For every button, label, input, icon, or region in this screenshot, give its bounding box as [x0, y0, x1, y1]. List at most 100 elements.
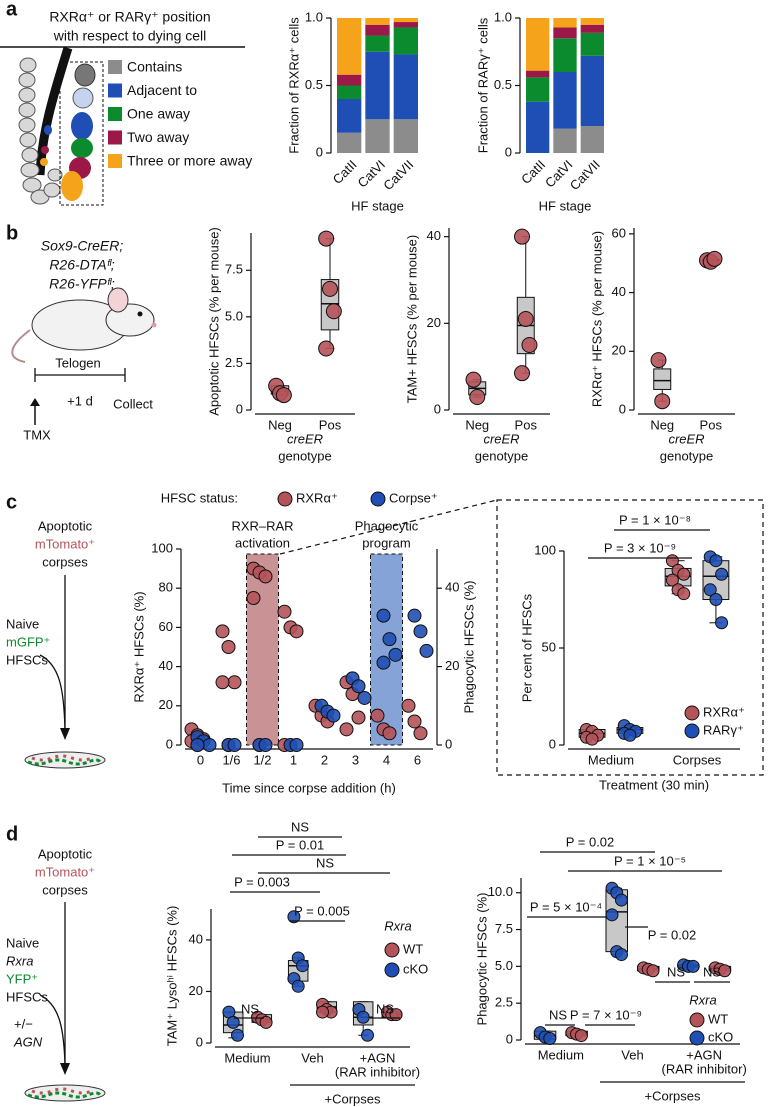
- follicle-drawing: [18, 46, 104, 206]
- y-tick-label: 2.5: [495, 995, 513, 1010]
- data-point: [623, 728, 637, 742]
- bar-segment: [526, 70, 550, 78]
- y2-tick-label: 0: [445, 736, 452, 751]
- timeline-label: TMX: [23, 427, 51, 442]
- schematic-text: corpses: [42, 554, 88, 569]
- axis-label: Per cent of HFSCs: [519, 593, 534, 702]
- y-tick-label: 0: [316, 144, 323, 159]
- data-point: [221, 640, 236, 654]
- data-point: [382, 632, 397, 647]
- data-point: [614, 948, 628, 962]
- data-point: [677, 567, 691, 581]
- legend-label: Three or more away: [127, 153, 252, 169]
- schematic-text: Apoptotic: [38, 518, 93, 533]
- schematic-text: Naive: [6, 616, 39, 631]
- data-point: [318, 230, 335, 247]
- data-point: [318, 340, 335, 357]
- legend-label: RXRα⁺: [296, 490, 338, 505]
- x-tick-label: 0: [197, 752, 204, 767]
- legend-swatch: [108, 60, 122, 74]
- annotation: P = 3 × 10⁻⁹: [604, 540, 676, 555]
- legend-swatch: [384, 942, 400, 958]
- data-point: [718, 964, 732, 978]
- data-point: [226, 1015, 240, 1029]
- data-point: [215, 675, 230, 690]
- legend-label: RXRα⁺: [703, 704, 745, 719]
- data-point: [289, 624, 304, 639]
- data-point: [654, 393, 671, 410]
- legend-label: RARγ⁺: [703, 722, 744, 737]
- x-tick-label: CatII: [330, 157, 360, 187]
- annotation: P = 0.02: [566, 834, 615, 849]
- x-tick-label: 1: [290, 752, 297, 767]
- bar-segment: [337, 132, 362, 153]
- data-point: [246, 591, 261, 605]
- x-tick-label: 3: [352, 752, 359, 767]
- legend-swatch: [108, 154, 122, 168]
- data-point: [574, 1029, 588, 1043]
- x-tick-label: Pos: [700, 417, 723, 432]
- x-tick-label: Neg: [268, 417, 292, 432]
- y-tick-label: 80: [159, 580, 173, 595]
- data-point: [709, 554, 723, 568]
- y-tick-label: 0: [619, 401, 626, 416]
- genotype-text: R26-YFPᶠˡ;: [49, 276, 115, 292]
- bar-segment: [365, 119, 390, 153]
- schematic-text: Apoptotic: [38, 846, 93, 861]
- data-point: [665, 573, 679, 587]
- data-point: [258, 738, 273, 752]
- legend-swatch: [108, 130, 122, 145]
- legend-swatch: [277, 491, 293, 507]
- axis-label: TAM+ HFSCs (% per mouse): [404, 235, 419, 403]
- legend-label: One away: [127, 106, 190, 122]
- timeline: [30, 368, 126, 425]
- y-tick-label: 0: [196, 1034, 203, 1049]
- highlight-label: Phagocytic: [355, 518, 419, 533]
- legend-swatch: [684, 705, 700, 721]
- x-tick-label: +AGN: [360, 1050, 396, 1065]
- annotation: NS: [376, 1001, 394, 1016]
- annotation: P = 1 × 10⁻⁵: [614, 853, 686, 868]
- legend-swatch: [689, 1030, 705, 1046]
- axis-label: RXRα⁺ HFSCs (% per mouse): [589, 231, 604, 407]
- bar-segment: [365, 51, 390, 120]
- bar-segment: [393, 18, 418, 23]
- dish-drawing: [24, 902, 106, 1102]
- highlight-label: activation: [235, 535, 290, 550]
- axis-label: Treatment (30 min): [599, 777, 709, 792]
- data-point: [230, 1028, 244, 1042]
- bar-segment: [580, 18, 604, 25]
- bar-segment: [553, 18, 577, 28]
- bar-segment: [393, 22, 418, 28]
- y-tick-label: 20: [189, 983, 203, 998]
- axis-label: Phagocytic HFSCs (%): [461, 581, 476, 714]
- data-point: [703, 583, 717, 597]
- data-point: [289, 738, 304, 752]
- schematic-text: HFSCs: [6, 989, 48, 1004]
- axis-label: HF stage: [351, 198, 404, 213]
- data-point: [351, 710, 366, 725]
- annotation: NS: [316, 855, 334, 870]
- axis-label: genotype: [475, 448, 529, 463]
- data-point: [401, 698, 416, 713]
- bar-segment: [580, 24, 604, 33]
- annotation: P = 5 × 10⁻⁴: [530, 899, 602, 914]
- legend-label: Corpse⁺: [389, 490, 438, 505]
- x-tick-label: (RAR inhibitor): [335, 1064, 420, 1079]
- data-point: [291, 979, 305, 993]
- schematic-text: +/−: [14, 1016, 33, 1031]
- legend-swatch: [384, 962, 400, 978]
- legend-label: Two away: [127, 129, 189, 145]
- data-point: [202, 738, 217, 752]
- bar-segment: [580, 32, 604, 56]
- bar-segment: [553, 27, 577, 39]
- legend-label: cKO: [708, 1029, 733, 1044]
- panel-label: a: [6, 0, 18, 20]
- schematic-title: RXRα⁺ or RARγ⁺ position: [49, 9, 210, 25]
- data-point: [521, 337, 538, 353]
- y-tick-label: 20: [612, 343, 626, 358]
- data-point: [382, 726, 397, 741]
- highlight-label: program: [362, 535, 410, 550]
- data-point: [227, 738, 242, 752]
- legend-swatch: [108, 107, 122, 121]
